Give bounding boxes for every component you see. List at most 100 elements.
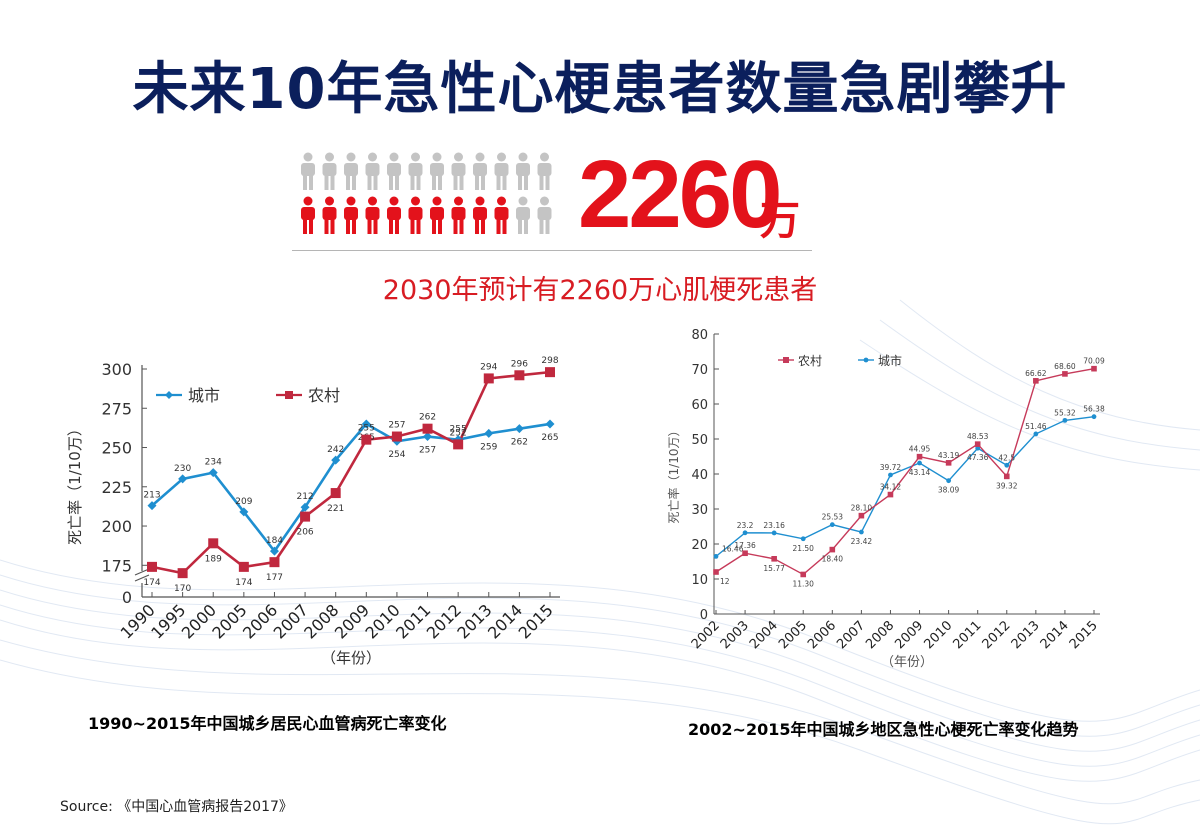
rural-data-label: 12 xyxy=(720,577,730,586)
rural-data-label: 189 xyxy=(205,554,222,564)
y-tick-label: 175 xyxy=(101,556,132,575)
legend-urban-marker xyxy=(863,357,869,363)
urban-point xyxy=(1091,414,1097,420)
x-tick-label: 2014 xyxy=(484,600,526,642)
x-tick-label: 2011 xyxy=(951,618,985,652)
person-icon xyxy=(494,196,509,234)
urban-point xyxy=(331,455,341,465)
y-axis-title: 死亡率（1/10万） xyxy=(66,421,84,545)
person-icon xyxy=(473,196,487,234)
rural-data-label: 17.36 xyxy=(734,541,756,550)
urban-point xyxy=(946,478,952,484)
rural-point xyxy=(742,550,748,557)
x-tick-label: 2009 xyxy=(892,618,926,652)
rural-point xyxy=(1091,365,1097,372)
urban-data-label: 212 xyxy=(296,492,313,502)
y-tick-label: 70 xyxy=(691,363,708,378)
person-icon xyxy=(473,152,487,190)
person-icon xyxy=(537,152,552,190)
x-tick-label: 2006 xyxy=(805,618,839,652)
legend-rural-label: 农村 xyxy=(798,354,822,368)
legend-rural-marker xyxy=(783,357,789,363)
x-tick-label: 2004 xyxy=(747,618,781,652)
urban-point xyxy=(829,522,835,528)
x-tick-label: 2002 xyxy=(689,618,723,652)
urban-point xyxy=(1062,417,1068,423)
rural-point xyxy=(829,546,836,553)
urban-data-label: 39.72 xyxy=(880,463,902,472)
rural-point xyxy=(422,423,433,434)
rural-data-label: 257 xyxy=(388,421,405,431)
rural-data-label: 66.62 xyxy=(1025,369,1047,378)
x-tick-label: 2000 xyxy=(178,600,220,642)
rural-point xyxy=(177,568,188,579)
urban-data-label: 265 xyxy=(541,433,558,443)
x-tick-label: 2013 xyxy=(453,600,495,642)
person-icon xyxy=(408,152,423,190)
y-tick-label: 40 xyxy=(691,468,708,483)
urban-data-label: 23.42 xyxy=(851,537,873,546)
rural-point xyxy=(361,434,372,445)
x-tick-label: 2015 xyxy=(515,600,557,642)
y-tick-label: 0 xyxy=(700,608,708,623)
rural-data-label: 252 xyxy=(450,428,467,438)
x-tick-label: 2007 xyxy=(270,600,312,642)
rural-data-label: 18.40 xyxy=(822,555,844,564)
person-icon xyxy=(516,152,530,190)
person-icon xyxy=(365,196,380,234)
rural-point xyxy=(1003,473,1010,480)
x-tick-label: 2015 xyxy=(1067,618,1101,652)
y-tick-label: 300 xyxy=(101,360,132,379)
rural-point xyxy=(545,367,555,378)
urban-point xyxy=(742,530,748,536)
rural-data-label: 70.09 xyxy=(1083,357,1105,366)
rural-data-label: 15.77 xyxy=(763,564,785,573)
urban-data-label: 21.50 xyxy=(792,544,814,553)
x-tick-label: 2011 xyxy=(392,600,434,642)
urban-data-label: 257 xyxy=(419,446,436,456)
urban-data-label: 47.36 xyxy=(967,453,989,462)
rural-data-label: 34.12 xyxy=(880,483,902,492)
urban-point xyxy=(800,536,806,542)
urban-data-label: 23.16 xyxy=(763,521,785,530)
rural-point xyxy=(1033,378,1039,384)
y-axis-title: 死亡率（1/10万） xyxy=(666,425,681,524)
urban-point xyxy=(178,474,188,484)
rural-point xyxy=(238,561,249,572)
person-icon xyxy=(322,196,337,234)
rural-data-label: 177 xyxy=(266,573,283,583)
person-icon xyxy=(430,196,444,234)
x-tick-label: 1995 xyxy=(147,600,189,642)
urban-point xyxy=(917,460,922,466)
legend-urban-marker xyxy=(165,391,173,399)
rural-point xyxy=(300,511,311,522)
rural-data-label: 174 xyxy=(235,578,252,588)
page-title: 未来10年急性心梗患者数量急剧攀升 xyxy=(132,57,1068,122)
x-axis-title: （年份） xyxy=(881,655,933,670)
urban-rural-cvd-mortality-chart: 0175200225250275300199019952000200520062… xyxy=(66,356,560,667)
urban-data-label: 23.2 xyxy=(737,521,754,530)
rural-point xyxy=(887,491,894,498)
person-icon xyxy=(430,152,444,190)
y-tick-label: 250 xyxy=(101,439,132,458)
urban-data-label: 254 xyxy=(388,450,405,460)
person-icon xyxy=(322,152,337,190)
left-chart-caption: 1990~2015年中国城乡居民心血管病死亡率变化 xyxy=(88,714,447,733)
person-icon xyxy=(451,196,466,234)
urban-data-label: 242 xyxy=(327,445,344,455)
urban-point xyxy=(269,546,279,556)
series-line-rural xyxy=(151,370,551,575)
person-icon xyxy=(344,196,358,234)
urban-point xyxy=(545,419,555,429)
urban-data-label: 51.46 xyxy=(1025,422,1047,431)
x-tick-label: 2008 xyxy=(863,618,897,652)
y-tick-label: 50 xyxy=(691,433,708,448)
person-icon xyxy=(365,152,380,190)
rural-data-label: 255 xyxy=(358,424,375,434)
urban-point xyxy=(239,507,249,517)
rural-point xyxy=(453,439,464,450)
urban-data-label: 16.46 xyxy=(722,544,744,553)
y-tick-label: 275 xyxy=(101,399,132,418)
legend-urban-label: 城市 xyxy=(188,386,220,405)
urban-data-label: 234 xyxy=(205,458,222,468)
